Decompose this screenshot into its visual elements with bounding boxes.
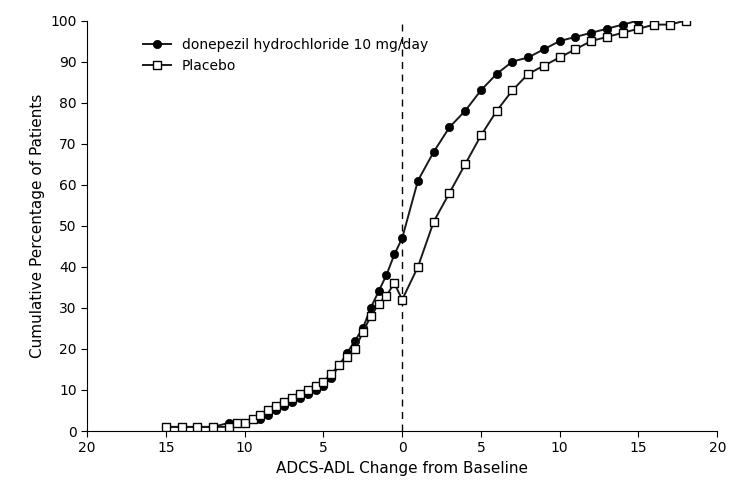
Placebo [539,63,548,69]
Placebo [311,383,320,389]
donepezil hydrochloride 10 mg/day [413,177,422,183]
Placebo [413,264,422,270]
donepezil hydrochloride 10 mg/day [296,395,305,401]
donepezil hydrochloride 10 mg/day [225,420,233,426]
Placebo [264,407,273,413]
donepezil hydrochloride 10 mg/day [366,305,375,311]
donepezil hydrochloride 10 mg/day [524,55,533,61]
Line: Placebo: Placebo [162,17,690,431]
donepezil hydrochloride 10 mg/day [571,34,580,40]
X-axis label: ADCS-ADL Change from Baseline: ADCS-ADL Change from Baseline [276,461,528,476]
Placebo [296,391,305,397]
donepezil hydrochloride 10 mg/day [390,252,399,258]
Placebo [602,34,611,40]
donepezil hydrochloride 10 mg/day [492,71,501,77]
Y-axis label: Cumulative Percentage of Patients: Cumulative Percentage of Patients [30,94,44,358]
Placebo [350,346,359,352]
Placebo [508,87,517,93]
donepezil hydrochloride 10 mg/day [634,18,643,24]
donepezil hydrochloride 10 mg/day [429,149,438,155]
Placebo [162,424,170,430]
donepezil hydrochloride 10 mg/day [311,387,320,393]
donepezil hydrochloride 10 mg/day [256,416,265,422]
Placebo [492,108,501,114]
Placebo [374,301,383,307]
Placebo [476,132,485,138]
Placebo [390,280,399,286]
donepezil hydrochloride 10 mg/day [327,375,336,381]
donepezil hydrochloride 10 mg/day [445,124,454,130]
donepezil hydrochloride 10 mg/day [303,391,312,397]
donepezil hydrochloride 10 mg/day [398,235,407,241]
Placebo [303,387,312,393]
donepezil hydrochloride 10 mg/day [272,407,281,413]
donepezil hydrochloride 10 mg/day [264,412,273,418]
donepezil hydrochloride 10 mg/day [555,38,564,44]
donepezil hydrochloride 10 mg/day [193,424,202,430]
donepezil hydrochloride 10 mg/day [508,59,517,65]
Placebo [634,26,643,32]
donepezil hydrochloride 10 mg/day [382,272,391,278]
donepezil hydrochloride 10 mg/day [209,424,218,430]
Placebo [288,395,296,401]
Legend: donepezil hydrochloride 10 mg/day, Placebo: donepezil hydrochloride 10 mg/day, Place… [138,33,433,79]
Placebo [256,412,265,418]
Placebo [665,22,674,28]
donepezil hydrochloride 10 mg/day [374,289,383,295]
Placebo [233,420,242,426]
Placebo [342,354,351,360]
Placebo [650,22,659,28]
donepezil hydrochloride 10 mg/day [335,362,344,368]
donepezil hydrochloride 10 mg/day [240,420,249,426]
donepezil hydrochloride 10 mg/day [539,46,548,52]
Placebo [571,46,580,52]
Placebo [359,330,368,336]
donepezil hydrochloride 10 mg/day [288,399,296,405]
Placebo [366,313,375,319]
donepezil hydrochloride 10 mg/day [350,338,359,344]
Placebo [177,424,186,430]
Placebo [681,18,690,24]
Placebo [461,161,470,167]
Placebo [193,424,202,430]
Placebo [279,399,288,405]
donepezil hydrochloride 10 mg/day [342,350,351,356]
Placebo [335,362,344,368]
donepezil hydrochloride 10 mg/day [602,26,611,32]
donepezil hydrochloride 10 mg/day [461,108,470,114]
Placebo [209,424,218,430]
donepezil hydrochloride 10 mg/day [279,403,288,409]
Placebo [327,371,336,377]
donepezil hydrochloride 10 mg/day [587,30,596,36]
Placebo [398,297,407,303]
Placebo [248,416,257,422]
donepezil hydrochloride 10 mg/day [319,383,328,389]
Placebo [272,403,281,409]
donepezil hydrochloride 10 mg/day [618,22,627,28]
donepezil hydrochloride 10 mg/day [476,87,485,93]
Placebo [587,38,596,44]
Placebo [240,420,249,426]
Placebo [225,424,233,430]
Placebo [555,55,564,61]
donepezil hydrochloride 10 mg/day [359,325,368,331]
Placebo [319,379,328,385]
Placebo [524,71,533,77]
Line: donepezil hydrochloride 10 mg/day: donepezil hydrochloride 10 mg/day [162,17,642,431]
donepezil hydrochloride 10 mg/day [162,424,170,430]
Placebo [429,218,438,224]
Placebo [618,30,627,36]
Placebo [445,190,454,196]
Placebo [382,293,391,299]
donepezil hydrochloride 10 mg/day [177,424,186,430]
